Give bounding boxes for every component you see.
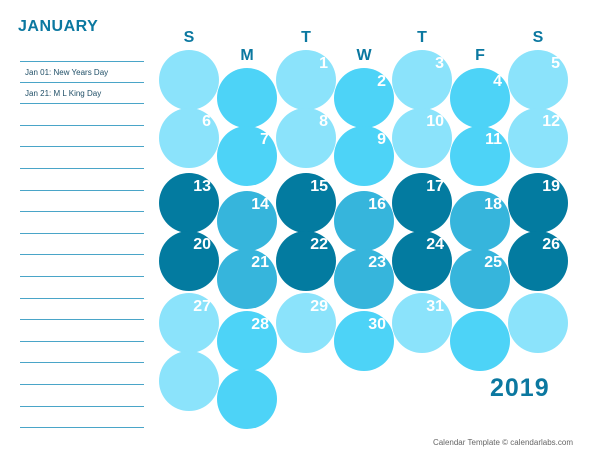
day-number: 22 [310, 236, 328, 253]
day-number: 10 [426, 113, 444, 130]
day-number: 3 [435, 55, 444, 72]
note-line[interactable] [20, 147, 144, 169]
footer-credit[interactable]: Calendar Template © calendarlabs.com [432, 438, 573, 447]
day-cell[interactable]: 29 [276, 293, 336, 353]
year-label: 2019 [490, 374, 550, 402]
day-cell[interactable] [159, 50, 219, 110]
day-number: 24 [426, 236, 444, 253]
day-cell[interactable] [508, 293, 568, 353]
day-cell[interactable]: 12 [508, 108, 568, 168]
day-cell[interactable]: 28 [217, 311, 277, 371]
day-number: 17 [426, 178, 444, 195]
note-line[interactable] [20, 342, 144, 364]
day-cell[interactable]: 16 [334, 191, 394, 251]
note-line[interactable] [20, 212, 144, 234]
day-cell[interactable]: 22 [276, 231, 336, 291]
month-title: JANUARY [18, 18, 99, 35]
day-number: 8 [319, 113, 328, 130]
day-cell[interactable]: 14 [217, 191, 277, 251]
day-number: 2 [377, 73, 386, 90]
day-cell[interactable]: 5 [508, 50, 568, 110]
day-cell[interactable]: 3 [392, 50, 452, 110]
day-cell[interactable]: 17 [392, 173, 452, 233]
day-cell[interactable]: 19 [508, 173, 568, 233]
note-line[interactable] [20, 277, 144, 299]
day-number: 21 [251, 254, 269, 271]
day-cell[interactable]: 9 [334, 126, 394, 186]
day-number: 15 [310, 178, 328, 195]
day-cell[interactable]: 13 [159, 173, 219, 233]
notes-panel: Jan 01: New Years Day Jan 21: M L King Da… [20, 61, 144, 429]
note-line[interactable] [20, 234, 144, 256]
day-number: 12 [542, 113, 560, 130]
day-number: 30 [368, 316, 386, 333]
note-line[interactable] [20, 169, 144, 191]
day-cell[interactable]: 23 [334, 249, 394, 309]
weekday-label: W [356, 47, 372, 64]
day-number: 25 [484, 254, 502, 271]
note-line[interactable]: Jan 01: New Years Day [20, 61, 144, 83]
day-number: 20 [193, 236, 211, 253]
day-number: 18 [484, 196, 502, 213]
day-number: 28 [251, 316, 269, 333]
day-number: 11 [485, 131, 502, 148]
day-cell[interactable]: 7 [217, 126, 277, 186]
day-cell[interactable]: 20 [159, 231, 219, 291]
day-cell[interactable]: 26 [508, 231, 568, 291]
day-cell[interactable]: 2 [334, 68, 394, 128]
day-number: 16 [368, 196, 386, 213]
day-number: 4 [493, 73, 502, 90]
day-cell[interactable]: 4 [450, 68, 510, 128]
day-cell[interactable]: 15 [276, 173, 336, 233]
day-cell[interactable]: 18 [450, 191, 510, 251]
day-number: 13 [193, 178, 211, 195]
day-cell[interactable]: 24 [392, 231, 452, 291]
day-number: 1 [319, 55, 328, 72]
day-number: 19 [542, 178, 560, 195]
day-cell[interactable]: 30 [334, 311, 394, 371]
day-number: 9 [377, 131, 386, 148]
weekday-label: M [240, 47, 254, 64]
note-line[interactable] [20, 191, 144, 213]
weekday-label: F [475, 47, 485, 64]
day-cell[interactable]: 11 [450, 126, 510, 186]
day-number: 6 [202, 113, 211, 130]
note-line[interactable] [20, 126, 144, 148]
day-cell[interactable]: 27 [159, 293, 219, 353]
day-cell[interactable]: 31 [392, 293, 452, 353]
day-number: 23 [368, 254, 386, 271]
note-line[interactable]: Jan 21: M L King Day [20, 83, 144, 105]
note-line[interactable] [20, 255, 144, 277]
day-number: 26 [542, 236, 560, 253]
day-cell[interactable]: 21 [217, 249, 277, 309]
day-cell[interactable] [217, 68, 277, 128]
note-line[interactable] [20, 299, 144, 321]
note-line[interactable] [20, 104, 144, 126]
day-number: 29 [310, 298, 328, 315]
day-cell[interactable]: 1 [276, 50, 336, 110]
day-number: 5 [551, 55, 560, 72]
day-cell[interactable]: 10 [392, 108, 452, 168]
day-number: 31 [426, 298, 444, 315]
weekday-label: S [532, 29, 544, 46]
note-line[interactable] [20, 385, 144, 407]
day-cell[interactable]: 8 [276, 108, 336, 168]
day-cell[interactable] [159, 351, 219, 411]
day-cell[interactable]: 6 [159, 108, 219, 168]
day-cell[interactable]: 25 [450, 249, 510, 309]
day-number: 27 [193, 298, 211, 315]
day-cell[interactable] [450, 311, 510, 371]
weekday-label: S [183, 29, 195, 46]
day-cell[interactable] [217, 369, 277, 429]
day-number: 7 [260, 131, 269, 148]
note-line[interactable] [20, 363, 144, 385]
weekday-label: T [417, 29, 427, 46]
note-line[interactable] [20, 407, 144, 429]
day-number: 14 [251, 196, 269, 213]
weekday-label: T [301, 29, 311, 46]
note-line[interactable] [20, 320, 144, 342]
